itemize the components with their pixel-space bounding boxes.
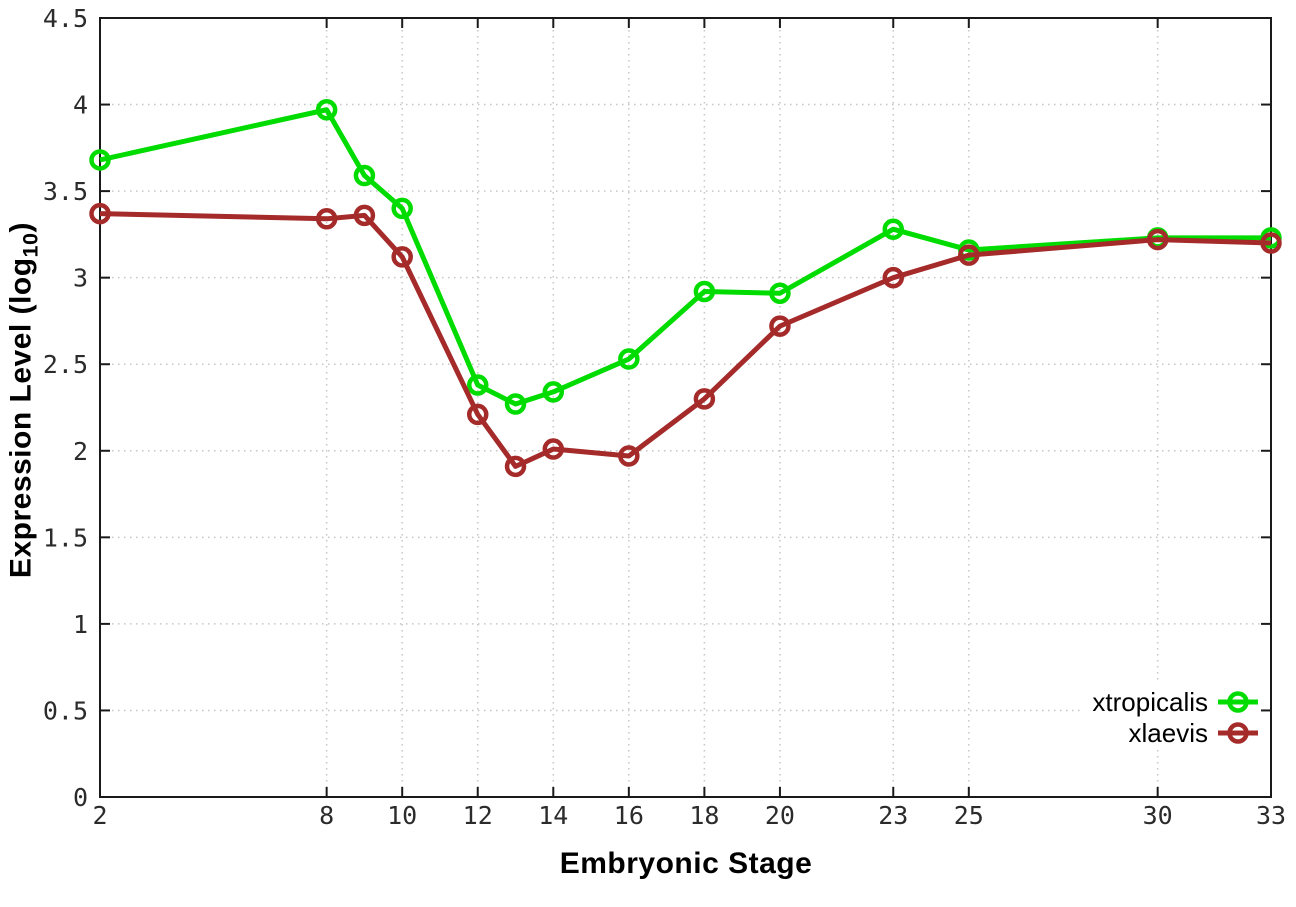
legend-marker-xtropicalis xyxy=(1227,691,1249,713)
y-axis-title: Expression Level (log10) xyxy=(5,222,44,578)
legend-marker-xlaevis xyxy=(1227,722,1249,744)
data-point-xlaevis xyxy=(882,266,905,289)
y-tick-label: 1 xyxy=(73,610,88,639)
x-tick-label: 12 xyxy=(463,801,493,830)
x-axis-title: Embryonic Stage xyxy=(559,847,813,880)
x-tick-label: 23 xyxy=(878,801,908,830)
x-tick-label: 18 xyxy=(689,801,719,830)
x-tick-label: 8 xyxy=(319,801,334,830)
x-tick-label: 16 xyxy=(614,801,644,830)
data-point-xtropicalis xyxy=(882,218,905,240)
data-point-xtropicalis xyxy=(618,348,640,370)
data-point-xtropicalis xyxy=(353,164,376,187)
data-point-xlaevis xyxy=(89,202,111,225)
y-tick-label: 0 xyxy=(73,783,88,812)
data-point-xtropicalis xyxy=(315,98,338,121)
data-point-xtropicalis xyxy=(504,393,527,415)
x-tick-label: 2 xyxy=(92,801,107,830)
series-line-xlaevis xyxy=(99,211,1272,469)
y-tick-label: 1.5 xyxy=(43,523,88,552)
data-point-xlaevis xyxy=(1260,232,1282,254)
x-tick-label: 14 xyxy=(538,801,568,830)
data-point-xlaevis xyxy=(769,315,791,337)
data-point-xlaevis xyxy=(542,438,565,460)
x-tick-label: 10 xyxy=(387,801,417,830)
x-tick-label: 30 xyxy=(1143,801,1173,830)
y-tick-label: 4.5 xyxy=(43,4,88,33)
x-tick-label: 20 xyxy=(765,801,795,830)
data-point-xlaevis xyxy=(693,388,716,410)
y-tick-label: 2.5 xyxy=(43,350,88,379)
y-axis-title-subscript: 10 xyxy=(17,232,43,258)
data-point-xlaevis xyxy=(504,455,527,478)
data-point-xlaevis xyxy=(618,445,640,467)
data-point-xlaevis xyxy=(1146,228,1169,251)
data-point-xlaevis xyxy=(958,244,980,266)
data-point-xtropicalis xyxy=(391,197,413,220)
y-tick-label: 0.5 xyxy=(43,696,88,725)
data-point-xtropicalis xyxy=(89,149,111,171)
y-tick-label: 2 xyxy=(73,437,88,466)
data-point-xtropicalis xyxy=(769,282,791,304)
legend-label-xtropicalis: xtropicalis xyxy=(1092,687,1208,717)
data-point-xtropicalis xyxy=(693,280,716,303)
y-tick-label: 3 xyxy=(73,264,88,293)
data-point-xtropicalis xyxy=(542,381,565,403)
y-tick-label: 4 xyxy=(73,91,88,120)
plot-border xyxy=(99,17,1272,798)
legend-label-xlaevis: xlaevis xyxy=(1129,718,1208,748)
data-point-xlaevis xyxy=(315,208,338,230)
y-tick-label: 3.5 xyxy=(43,177,88,206)
data-point-xlaevis xyxy=(466,403,489,426)
y-axis-title-text: Expression Level (log xyxy=(4,257,38,579)
y-axis-title-suffix: ) xyxy=(4,221,38,233)
series-line-xtropicalis xyxy=(99,107,1271,407)
x-tick-label: 33 xyxy=(1256,801,1286,830)
data-point-xlaevis xyxy=(391,246,413,268)
data-point-xtropicalis xyxy=(466,374,489,396)
data-point-xlaevis xyxy=(353,204,376,227)
x-tick-label: 25 xyxy=(954,801,984,830)
